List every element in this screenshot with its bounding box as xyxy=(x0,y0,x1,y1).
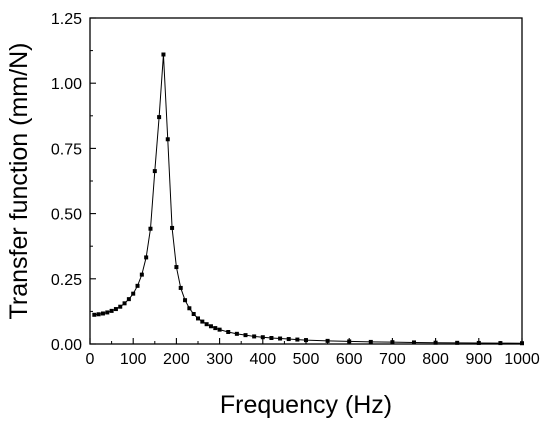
data-point xyxy=(217,327,222,332)
series-line xyxy=(94,54,523,344)
y-axis-title: Transfer function (mm/N) xyxy=(5,43,33,320)
data-point xyxy=(260,335,265,340)
y-tick-label: 0.75 xyxy=(51,141,82,158)
data-point xyxy=(92,312,97,317)
x-tick-label: 100 xyxy=(120,351,147,368)
x-tick-label: 900 xyxy=(465,351,492,368)
data-point xyxy=(165,137,170,142)
data-point xyxy=(183,298,188,303)
data-point xyxy=(187,306,192,311)
data-point xyxy=(135,283,140,288)
data-point xyxy=(109,308,114,313)
data-point xyxy=(131,291,136,296)
tick-labels: 0 100 200 300 400 500 600 700 800 900 1000 0.00 0.25… xyxy=(51,11,540,368)
x-tick-label: 600 xyxy=(336,351,363,368)
data-point xyxy=(520,341,524,346)
data-point xyxy=(105,310,110,315)
data-point xyxy=(433,340,438,345)
data-point xyxy=(208,324,213,329)
data-point xyxy=(295,337,300,342)
data-point xyxy=(226,330,231,335)
y-tick-label: 0.50 xyxy=(51,207,82,224)
data-point xyxy=(200,319,205,324)
data-point xyxy=(161,52,166,57)
x-tick-label: 400 xyxy=(249,351,276,368)
x-tick-label: 0 xyxy=(86,351,95,368)
data-point xyxy=(286,337,291,342)
data-point xyxy=(252,334,257,339)
x-tick-label: 500 xyxy=(293,351,320,368)
data-point xyxy=(498,341,503,346)
x-tick-label: 800 xyxy=(422,351,449,368)
data-point xyxy=(204,322,209,327)
tick-marks xyxy=(89,17,523,345)
x-axis-title: Frequency (Hz) xyxy=(220,391,392,419)
data-point xyxy=(100,311,105,316)
data-point xyxy=(157,115,162,120)
data-point xyxy=(213,326,218,331)
data-point xyxy=(139,272,144,277)
data-point xyxy=(152,169,157,174)
data-point xyxy=(269,336,274,341)
series-group xyxy=(92,52,524,346)
data-point xyxy=(96,312,101,317)
data-point xyxy=(278,336,283,341)
data-point xyxy=(196,316,200,321)
data-point xyxy=(347,339,352,344)
data-point xyxy=(234,331,239,336)
data-point xyxy=(148,226,153,231)
data-point xyxy=(178,285,183,290)
data-point xyxy=(126,297,131,302)
y-tick-label: 0.00 xyxy=(51,337,82,354)
y-tick-label: 1.00 xyxy=(51,76,82,93)
x-tick-label: 700 xyxy=(379,351,406,368)
data-point xyxy=(368,339,373,344)
data-point xyxy=(476,340,481,345)
data-point xyxy=(455,340,460,345)
data-point xyxy=(170,225,175,230)
data-point xyxy=(122,301,127,306)
data-point xyxy=(390,340,395,345)
data-point xyxy=(325,338,330,343)
x-tick-label: 300 xyxy=(206,351,233,368)
y-tick-label: 0.25 xyxy=(51,272,82,289)
data-point xyxy=(304,338,308,343)
x-tick-label: 200 xyxy=(163,351,190,368)
x-tick-label: 1000 xyxy=(504,351,540,368)
data-point xyxy=(412,340,416,345)
data-point xyxy=(243,333,248,338)
y-tick-label: 1.25 xyxy=(51,11,82,28)
data-point xyxy=(144,255,149,260)
data-point xyxy=(118,304,123,309)
data-point xyxy=(174,265,179,270)
plot-frame xyxy=(89,17,523,345)
data-point xyxy=(113,307,118,312)
data-point xyxy=(191,312,196,317)
